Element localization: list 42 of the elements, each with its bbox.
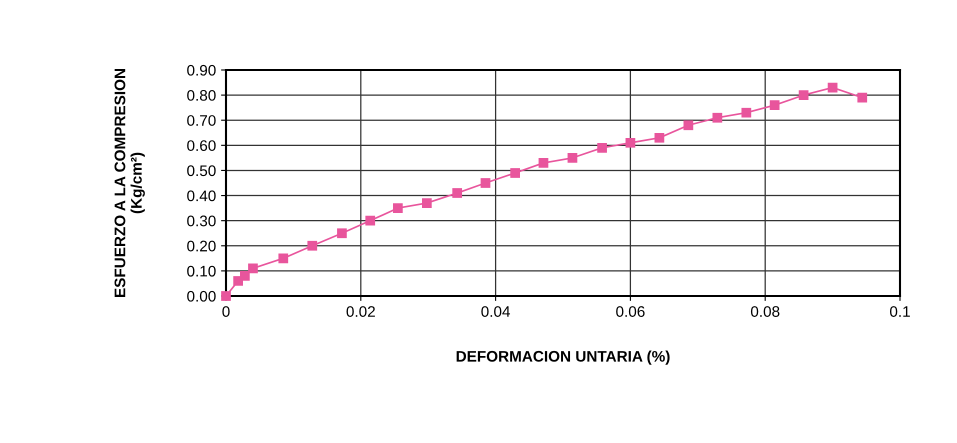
y-tick-label: 0.90 <box>187 64 216 76</box>
point <box>770 100 780 110</box>
point <box>422 198 432 208</box>
point <box>365 216 376 226</box>
y-tick-label: 0.10 <box>187 266 216 277</box>
y-tick-label: 0.60 <box>187 140 216 152</box>
point <box>248 264 258 274</box>
x-tick-label: 0.02 <box>346 306 375 317</box>
point <box>712 112 722 123</box>
point <box>597 142 607 153</box>
point <box>221 291 231 301</box>
point <box>654 132 664 143</box>
point <box>857 92 868 102</box>
point <box>741 108 752 118</box>
point <box>828 82 838 92</box>
y-tick-label: 0.70 <box>187 115 216 126</box>
point <box>568 153 578 163</box>
point <box>798 90 808 100</box>
point <box>538 158 548 168</box>
x-tick-label: 0.08 <box>750 306 780 317</box>
y-tick-label: 0.00 <box>187 290 216 302</box>
y-tick-label: 0.40 <box>187 190 216 202</box>
x-tick-label: 0 <box>222 306 230 317</box>
x-axis-title: DEFORMACION UNTARIA (%) <box>456 350 670 365</box>
y-tick-label: 0.50 <box>187 165 216 176</box>
point <box>307 240 318 251</box>
point <box>240 271 250 281</box>
x-tick-label: 0.1 <box>890 306 910 317</box>
x-tick-label: 0.06 <box>616 306 645 317</box>
point <box>480 178 490 188</box>
y-tick-label: 0.30 <box>187 216 216 226</box>
point <box>337 228 347 238</box>
point <box>278 253 288 264</box>
point <box>626 138 636 148</box>
y-axis-title: ESFUERZO A LA COMPRESION (Kg/cm²) <box>114 69 145 297</box>
point <box>393 203 403 213</box>
y-tick-label: 0.20 <box>187 240 216 252</box>
point <box>510 168 520 178</box>
point <box>684 120 694 130</box>
y-tick-label: 0.80 <box>187 90 216 101</box>
x-tick-label: 0.04 <box>481 306 510 317</box>
point <box>452 188 462 198</box>
